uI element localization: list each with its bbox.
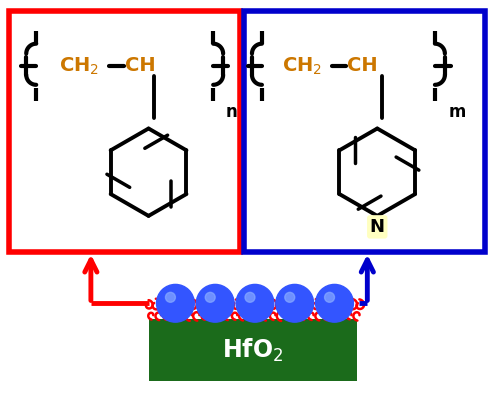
Circle shape [276,284,314,322]
Text: CH$_2$: CH$_2$ [59,55,99,76]
Circle shape [325,292,334,302]
Text: HfO$_2$: HfO$_2$ [222,336,284,364]
Circle shape [285,292,295,302]
Text: CH$_2$: CH$_2$ [282,55,322,76]
Text: n: n [226,103,238,121]
Bar [9,11,240,252]
Text: m: m [449,103,466,121]
Circle shape [196,284,234,322]
Circle shape [236,284,274,322]
Text: CH: CH [124,56,155,76]
Circle shape [157,284,194,322]
Circle shape [165,292,175,302]
Bar [244,11,485,252]
Bar [149,319,357,381]
Circle shape [316,284,353,322]
Circle shape [245,292,255,302]
Circle shape [205,292,215,302]
Text: N: N [370,218,385,236]
Text: CH: CH [347,56,378,76]
